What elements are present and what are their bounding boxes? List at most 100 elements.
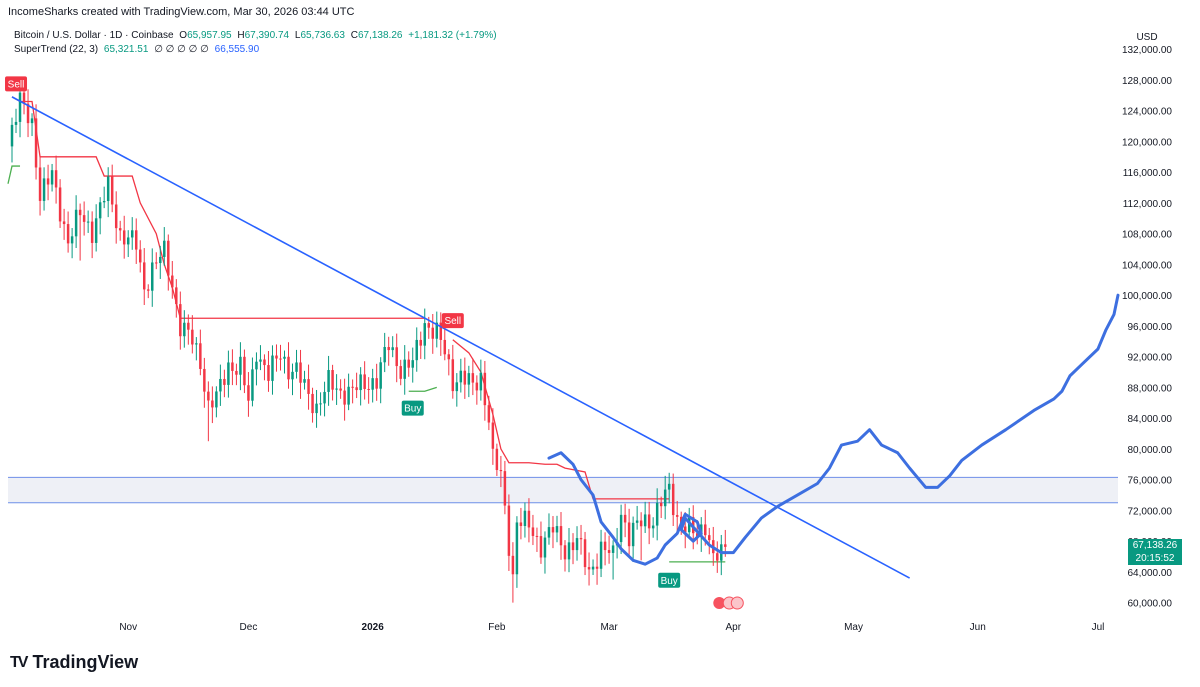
candle-body (479, 372, 483, 391)
candle-body (407, 359, 410, 368)
price-axis-unit: USD (1136, 32, 1157, 43)
candle-body (523, 510, 527, 527)
candle-body (603, 541, 607, 551)
candle-body (724, 544, 727, 547)
signal-label: Sell (8, 79, 25, 90)
candle-body (335, 388, 338, 390)
candle-body (647, 514, 651, 529)
candle-body (355, 387, 358, 391)
candle-body (207, 391, 210, 401)
candle-body (311, 393, 314, 414)
candle-body (167, 240, 170, 276)
candle-body (195, 343, 198, 345)
candle-body (279, 358, 282, 360)
candlestick-series (10, 80, 727, 603)
downtrend-line (11, 96, 911, 579)
high-value: 67,390.74 (244, 30, 290, 41)
candle-body (379, 362, 382, 389)
candle-body (671, 483, 675, 516)
candle-body (611, 545, 615, 553)
candle-body (147, 289, 150, 291)
candle-body (659, 502, 663, 507)
price-tick-label: 108,000.00 (1122, 230, 1172, 241)
trend-line[interactable] (11, 96, 911, 579)
candle-body (367, 388, 370, 390)
candle-body (599, 541, 603, 569)
candle-body (183, 322, 186, 337)
candle-body (219, 378, 222, 392)
candle-body (130, 230, 134, 238)
price-tick-label: 112,000.00 (1123, 199, 1173, 210)
candle-body (46, 178, 50, 185)
candle-body (327, 370, 330, 392)
price-tick-label: 76,000.00 (1128, 476, 1173, 487)
tradingview-wordmark: TradingView (32, 652, 139, 672)
candle-body (708, 535, 711, 541)
candle-body (239, 356, 242, 375)
candle-body (591, 566, 595, 570)
candle-body (351, 386, 354, 388)
candle-body (347, 386, 350, 405)
time-tick-label: Nov (119, 622, 137, 633)
candle-body (531, 527, 535, 536)
candle-body (191, 329, 194, 345)
candle-body (543, 537, 547, 558)
signal-badge (441, 313, 464, 329)
candle-body (507, 505, 511, 556)
time-tick-label: Feb (488, 622, 506, 633)
candle-body (291, 371, 294, 380)
candle-body (607, 550, 611, 553)
candle-body (487, 405, 491, 423)
candle-body (114, 204, 118, 229)
candle-body (495, 448, 499, 471)
candle-body (375, 378, 378, 389)
price-tick-label: 124,000.00 (1122, 107, 1172, 118)
signal-label: Buy (661, 576, 678, 587)
candle-body (567, 542, 571, 560)
candle-body (595, 566, 599, 569)
price-tick-label: 104,000.00 (1122, 260, 1172, 271)
projected-price-path (547, 293, 1120, 566)
candle-body (443, 339, 447, 355)
candle-body (427, 323, 431, 328)
candle-body (639, 520, 643, 527)
supertrend-up-line (408, 386, 437, 392)
candle-body (627, 522, 631, 547)
close-label: C (350, 30, 358, 41)
candle-body (34, 118, 38, 168)
candle-body (343, 390, 346, 405)
candle-body (435, 322, 439, 339)
signal-label: Buy (404, 404, 421, 415)
candle-body (471, 373, 475, 383)
candle-body (82, 215, 86, 222)
supertrend-down-line (11, 96, 425, 319)
tradingview-logo[interactable]: TV TradingView (10, 652, 138, 673)
candle-body (299, 362, 302, 383)
candle-body (619, 514, 623, 543)
candle-body (211, 400, 214, 408)
candle-body (215, 391, 218, 408)
candle-body (243, 356, 246, 386)
candle-body (663, 489, 667, 507)
candle-body (155, 262, 158, 264)
indicator-name: SuperTrend (22, 3) (14, 44, 99, 55)
candle-body (527, 510, 531, 528)
candle-body (419, 339, 422, 346)
buy-signal: Buy (658, 572, 681, 588)
time-axis[interactable]: Nov Dec 2026 Feb Mar Apr May Jun Jul (119, 622, 1104, 633)
price-tick-label: 100,000.00 (1122, 291, 1172, 302)
price-tick-label: 60,000.00 (1128, 599, 1173, 610)
candle-body (74, 209, 78, 237)
candle-body (395, 347, 398, 367)
candle-body (18, 92, 22, 122)
time-tick-label: Mar (600, 622, 618, 633)
projection-path[interactable] (547, 293, 1120, 566)
tradingview-mark-icon: TV (10, 653, 29, 671)
signal-badge (658, 572, 681, 588)
candle-body (587, 567, 591, 570)
open-label: O (179, 30, 188, 41)
price-axis[interactable]: USD 132,000.00 128,000.00 124,000.00 120,000… (1122, 32, 1172, 610)
time-tick-label: 2026 (362, 622, 385, 633)
candle-body (58, 187, 62, 222)
